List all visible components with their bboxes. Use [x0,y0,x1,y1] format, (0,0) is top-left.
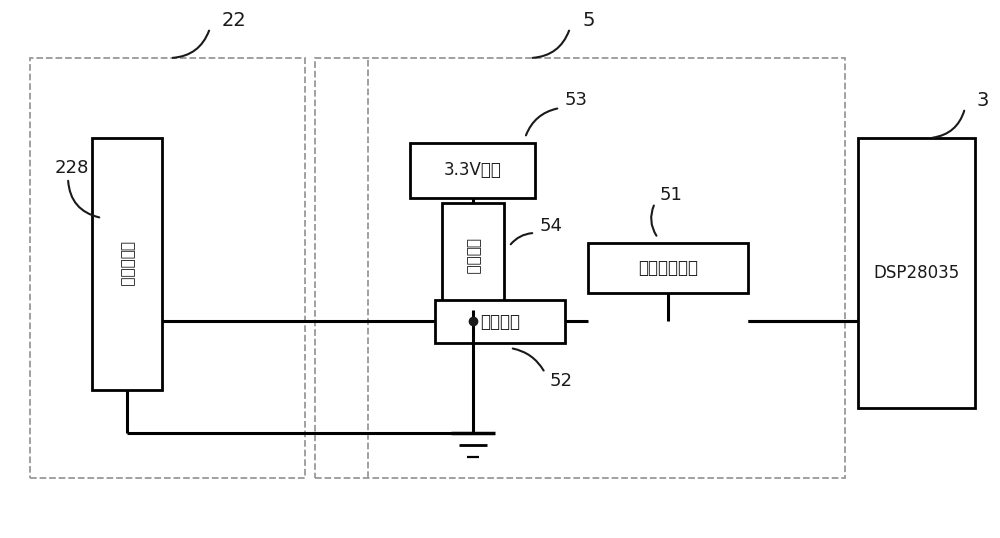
Text: 温度传感器: 温度传感器 [120,241,134,287]
Text: 分压电路: 分压电路 [466,238,480,275]
Bar [588,243,748,293]
Bar [410,143,535,198]
Text: 51: 51 [660,186,683,204]
Text: 54: 54 [540,217,563,235]
Text: 3: 3 [976,90,988,110]
Text: 22: 22 [222,11,247,30]
Text: 228: 228 [55,159,89,177]
Text: 3.3V电源: 3.3V电源 [444,161,501,180]
Text: DSP28035: DSP28035 [873,264,960,282]
Text: 滤波电路: 滤波电路 [480,313,520,330]
Bar [442,203,504,310]
Bar [92,138,162,390]
Text: 过压保护电路: 过压保护电路 [638,259,698,277]
Bar [858,138,975,408]
Text: 5: 5 [582,11,594,30]
Text: 52: 52 [550,372,573,390]
Bar [315,58,845,478]
Text: 53: 53 [565,91,588,109]
Bar [30,58,305,478]
Bar [435,300,565,343]
